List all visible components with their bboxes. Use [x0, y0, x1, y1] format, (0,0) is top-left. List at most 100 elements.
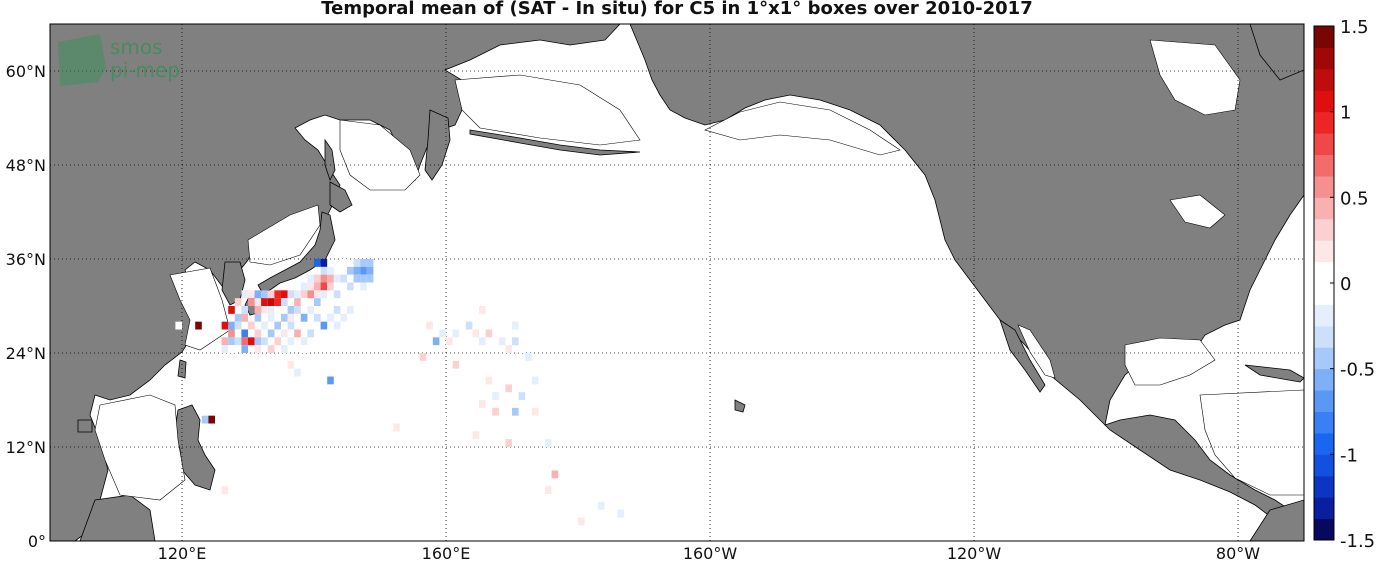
data-cell	[261, 290, 268, 299]
data-cell	[254, 313, 262, 322]
data-cell	[452, 360, 460, 369]
colorbar-swatch	[1314, 154, 1334, 177]
data-cell	[294, 306, 301, 314]
colorbar-tick-label: 0.5	[1340, 188, 1369, 209]
data-cell	[274, 321, 281, 330]
data-cell	[287, 360, 295, 369]
data-cell	[512, 337, 519, 346]
data-cell	[426, 321, 433, 330]
data-cell	[274, 298, 281, 306]
data-cell	[432, 337, 440, 346]
colorbar-swatch	[1314, 133, 1334, 155]
data-cell	[505, 454, 512, 463]
hudson-bay	[1149, 39, 1241, 116]
lat-tick-label: 12°N	[6, 438, 46, 457]
data-cell	[333, 274, 341, 283]
data-cell	[274, 337, 281, 346]
data-cell	[254, 345, 262, 353]
data-cell	[393, 423, 400, 432]
data-cell	[512, 321, 519, 330]
data-cell	[241, 290, 248, 299]
land-kamchatka	[424, 109, 451, 181]
data-cell	[545, 486, 552, 494]
data-cell	[314, 282, 321, 291]
data-cell	[228, 337, 235, 346]
data-cell	[472, 431, 479, 440]
data-cell	[617, 509, 625, 518]
data-cell	[333, 290, 341, 299]
data-cell	[545, 439, 552, 447]
great-lakes	[1169, 194, 1226, 229]
data-cell	[281, 313, 288, 322]
data-cell	[241, 306, 248, 314]
data-cell	[267, 345, 275, 353]
data-cell	[300, 282, 308, 291]
colorbar-swatch	[1314, 518, 1334, 541]
lon-tick-label: 120°E	[158, 544, 207, 562]
sea-of-japan	[247, 204, 321, 266]
data-cell	[307, 274, 314, 283]
data-cell	[234, 313, 242, 322]
data-cell	[307, 306, 314, 314]
data-cell	[327, 454, 334, 463]
data-cell	[333, 282, 341, 291]
data-cell	[439, 415, 446, 424]
data-cell	[274, 290, 281, 299]
data-cell	[175, 321, 182, 330]
data-cell	[492, 392, 499, 400]
data-cell	[248, 290, 255, 299]
data-cells	[175, 259, 625, 526]
data-cell	[512, 407, 519, 416]
data-cell	[472, 329, 479, 338]
data-cell	[485, 376, 493, 385]
data-cell	[505, 384, 512, 393]
data-cell	[300, 337, 308, 346]
data-cell	[267, 290, 275, 299]
data-cell	[366, 259, 374, 267]
data-cell	[525, 353, 532, 361]
data-cell	[518, 392, 526, 400]
data-cell	[307, 321, 314, 330]
lon-tick-label: 160°E	[422, 544, 471, 562]
colorbar-swatch	[1314, 261, 1334, 284]
data-cell	[531, 407, 539, 416]
gulf-of-california	[1017, 324, 1056, 379]
data-cell	[314, 290, 321, 299]
data-cell	[294, 290, 301, 299]
colorbar-swatch	[1314, 111, 1334, 134]
data-cell	[366, 274, 374, 283]
land-north-america	[629, 24, 1304, 541]
logo-text-smos: smos	[110, 35, 163, 59]
data-cell	[287, 313, 295, 322]
data-cell	[347, 282, 354, 291]
data-cell	[314, 274, 321, 283]
colorbar-swatch	[1314, 197, 1334, 220]
data-cell	[300, 313, 308, 322]
data-cell	[498, 313, 506, 322]
data-cell	[353, 274, 361, 283]
colorbar-tick-label: 1.5	[1340, 17, 1369, 38]
data-cell	[419, 353, 427, 361]
colorbar-tick-label: 1	[1340, 103, 1351, 124]
data-cell	[578, 517, 585, 526]
data-cell	[327, 376, 334, 385]
data-cell	[241, 313, 248, 322]
land-sakhalin	[324, 138, 336, 182]
data-cell	[267, 298, 275, 306]
data-cell	[320, 282, 328, 291]
data-cell	[452, 329, 460, 338]
latitude-tick-labels: 0° 12°N 24°N 36°N 48°N 60°N	[6, 62, 46, 551]
data-cell	[221, 486, 229, 494]
gulf-of-alaska	[704, 101, 901, 156]
data-cell	[505, 345, 512, 353]
data-cell	[551, 470, 559, 479]
data-cell	[254, 329, 262, 338]
colorbar-swatch	[1314, 347, 1334, 370]
data-cell	[314, 298, 321, 306]
data-cell	[320, 259, 328, 267]
data-cell	[300, 290, 308, 299]
data-cell	[333, 306, 341, 314]
plot-frame	[49, 23, 1305, 542]
colorbar-swatch	[1314, 325, 1334, 348]
data-cell	[446, 337, 453, 346]
